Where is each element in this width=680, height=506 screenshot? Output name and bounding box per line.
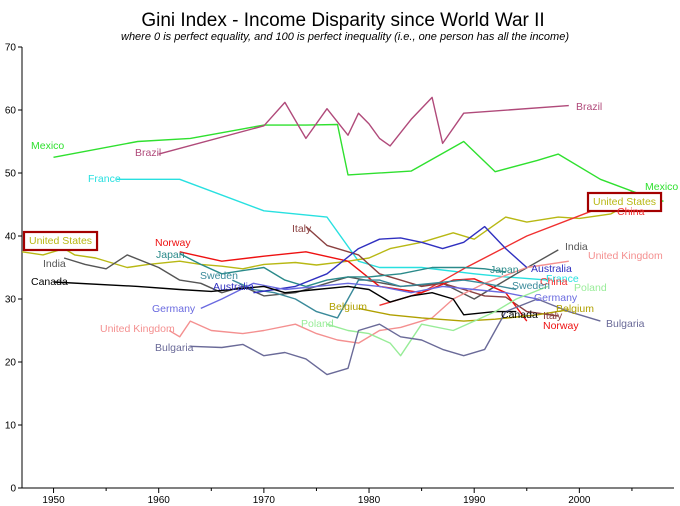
series-label-norway: Norway: [543, 320, 579, 332]
series-line-bulgaria: [190, 298, 601, 376]
series-label-germany: Germany: [534, 292, 578, 304]
series-label-china: China: [617, 206, 645, 218]
series-line-india: [63, 249, 559, 300]
series-label-germany: Germany: [152, 303, 196, 315]
y-tick-label: 50: [5, 169, 17, 180]
chart-title: Gini Index - Income Disparity since Worl…: [141, 10, 544, 31]
y-tick-label: 40: [5, 232, 17, 243]
series-label-bulgaria: Bulgaria: [155, 342, 194, 354]
x-tick-label: 1980: [358, 495, 381, 506]
series-label-sweden: Sweden: [200, 270, 238, 282]
y-tick-label: 70: [5, 43, 17, 54]
series-line-poland: [326, 285, 549, 357]
series-line-australia: [253, 225, 528, 294]
series-line-sweden: [232, 279, 517, 319]
series-label-canada: Canada: [31, 276, 68, 288]
series-label-australia: Australia: [213, 281, 254, 293]
series-label-poland: Poland: [301, 318, 334, 330]
x-tick-label: 1950: [42, 495, 65, 506]
series-label-australia: Australia: [531, 263, 572, 275]
y-tick-label: 30: [5, 295, 17, 306]
highlight-box: [586, 191, 663, 213]
series-label-united-states: United States: [29, 235, 92, 247]
series-label-italy: Italy: [292, 223, 312, 235]
chart-subtitle: where 0 is perfect equality, and 100 is …: [121, 31, 569, 43]
series-label-united-states: United States: [593, 196, 656, 208]
series-label-bulgaria: Bulgaria: [606, 318, 645, 330]
series-line-japan: [179, 252, 506, 288]
series-label-mexico: Mexico: [645, 181, 678, 193]
series-line-united-kingdom: [168, 260, 569, 344]
x-tick-label: 1970: [253, 495, 276, 506]
series-line-france: [116, 178, 548, 281]
series-label-japan: Japan: [156, 249, 185, 261]
y-tick-label: 60: [5, 106, 17, 117]
series-line-mexico: [53, 123, 664, 202]
series-label-united-kingdom: United Kingdom: [100, 323, 175, 335]
series-line-germany: [200, 282, 538, 310]
series-label-italy: Italy: [543, 310, 563, 322]
axes: 0 10 20 30 40 50 60 70 1950 1960 1970 1980 1990 2000: [5, 43, 674, 506]
series-label-norway: Norway: [155, 237, 191, 249]
series-label-france: France: [546, 273, 579, 285]
series-label-canada: Canada: [501, 309, 538, 321]
series-line-belgium: [358, 307, 569, 322]
highlight-box: [22, 230, 99, 252]
series-label-belgium: Belgium: [329, 301, 367, 313]
x-tick-label: 1960: [148, 495, 171, 506]
series-label-mexico: Mexico: [31, 140, 64, 152]
series-line-canada: [53, 281, 517, 316]
series-label-india: India: [43, 258, 66, 270]
series-labels: Mexico Mexico Brazil Brazil France France Unit…: [22, 101, 678, 354]
series-label-brazil: Brazil: [576, 101, 602, 113]
series-label-china: China: [540, 276, 568, 288]
x-tick-label: 2000: [568, 495, 591, 506]
series-label-poland: Poland: [574, 282, 607, 294]
series-label-japan: Japan: [490, 264, 519, 276]
series-label-france: France: [88, 173, 121, 185]
series-label-sweden: Sweden: [512, 280, 550, 292]
y-tick-label: 20: [5, 358, 17, 369]
series-label-india: India: [565, 241, 588, 253]
series-line-brazil: [158, 96, 569, 155]
y-tick-label: 0: [10, 484, 16, 495]
series-label-belgium: Belgium: [556, 303, 594, 315]
series-lines: [21, 96, 664, 376]
y-tick-label: 10: [5, 421, 17, 432]
series-line-united-states: [21, 195, 643, 270]
series-label-united-kingdom: United Kingdom: [588, 250, 663, 262]
series-label-brazil: Brazil: [135, 147, 161, 159]
x-tick-label: 1990: [463, 495, 486, 506]
